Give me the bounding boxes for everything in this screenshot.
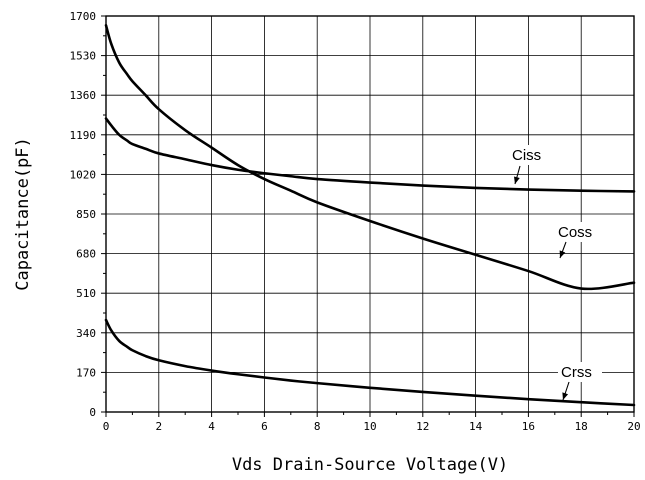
y-tick-label: 1360 [70,89,97,102]
x-tick-label: 14 [469,420,483,433]
y-tick-label: 1020 [70,168,97,181]
y-tick-label: 850 [76,208,96,221]
series-labels: Ciss Coss Crss [509,145,602,401]
x-tick-label: 12 [416,420,429,433]
y-tick-label: 680 [76,248,96,261]
series-line-crss [104,318,636,407]
series-label-crss: Crss [561,364,592,381]
y-tick-label: 1530 [70,50,97,63]
x-tick-label: 8 [314,420,321,433]
arrowhead-crss [562,392,569,400]
series-label-bg-ciss [509,145,553,165]
series-label-bg-crss [558,362,602,382]
grid-lines [106,16,634,412]
y-tick-label: 170 [76,366,96,379]
series-label-bg-coss [555,222,599,242]
x-tick-label: 10 [363,420,376,433]
y-axis-title: Capacitance(pF) [13,137,33,291]
x-tick-label: 18 [575,420,588,433]
y-tick-label: 0 [89,406,96,419]
x-axis-title: Vds Drain-Source Voltage(V) [232,455,508,475]
series-label-ciss: Ciss [512,147,541,164]
data-curves [104,24,636,407]
x-tick-label: 20 [627,420,640,433]
series-label-coss: Coss [558,224,592,241]
x-tick-label: 4 [208,420,215,433]
x-tick-label: 0 [103,420,110,433]
y-tick-label: 510 [76,287,96,300]
arrowhead-coss [559,250,566,258]
y-tick-label: 340 [76,327,96,340]
x-tick-label: 16 [522,420,535,433]
arrowhead-ciss [513,176,520,184]
x-tick-label: 6 [261,420,268,433]
y-tick-label: 1190 [70,129,97,142]
y-tick-label: 1700 [70,10,97,23]
series-line-ciss [104,117,636,193]
series-line-coss [104,24,636,291]
x-tick-label: 2 [155,420,162,433]
tick-marks: 0 2 4 6 8 10 12 14 16 18 20 0 170 340 510 680 850 1020 119… [70,10,641,433]
